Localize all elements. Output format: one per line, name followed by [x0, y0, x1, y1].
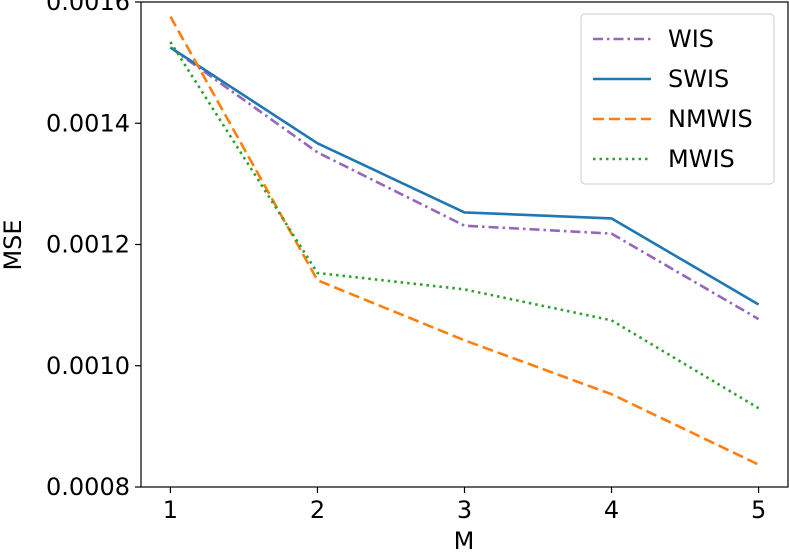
y-tick-label: 0.0016: [46, 0, 130, 16]
y-tick-label: 0.0014: [46, 109, 130, 137]
legend-label-mwis: MWIS: [668, 145, 735, 173]
x-tick-label: 4: [604, 496, 619, 524]
series-layer: [169, 15, 760, 466]
x-axis-ticks: 1 2 3 4 5: [163, 487, 766, 524]
y-axis-label: MSE: [0, 219, 27, 270]
y-axis-ticks: 0.0008 0.0010 0.0012 0.0014 0.0016: [46, 0, 141, 501]
series-line-wis: [169, 46, 760, 321]
y-tick-label: 0.0012: [46, 231, 130, 259]
legend-frame: [580, 13, 775, 185]
x-tick-label: 1: [163, 496, 178, 524]
legend: WIS SWIS NMWIS MWIS: [580, 13, 775, 185]
y-tick-label: 0.0010: [46, 352, 130, 380]
series-line-swis: [169, 46, 760, 306]
series-line-nmwis: [169, 15, 760, 466]
x-tick-label: 2: [310, 496, 325, 524]
x-axis-label: M: [454, 527, 475, 552]
x-tick-label: 5: [751, 496, 766, 524]
x-tick-label: 3: [457, 496, 472, 524]
legend-label-nmwis: NMWIS: [668, 105, 753, 133]
legend-label-swis: SWIS: [668, 65, 729, 93]
y-tick-label: 0.0008: [46, 473, 130, 501]
legend-label-wis: WIS: [668, 25, 714, 53]
series-line-mwis: [169, 41, 760, 410]
